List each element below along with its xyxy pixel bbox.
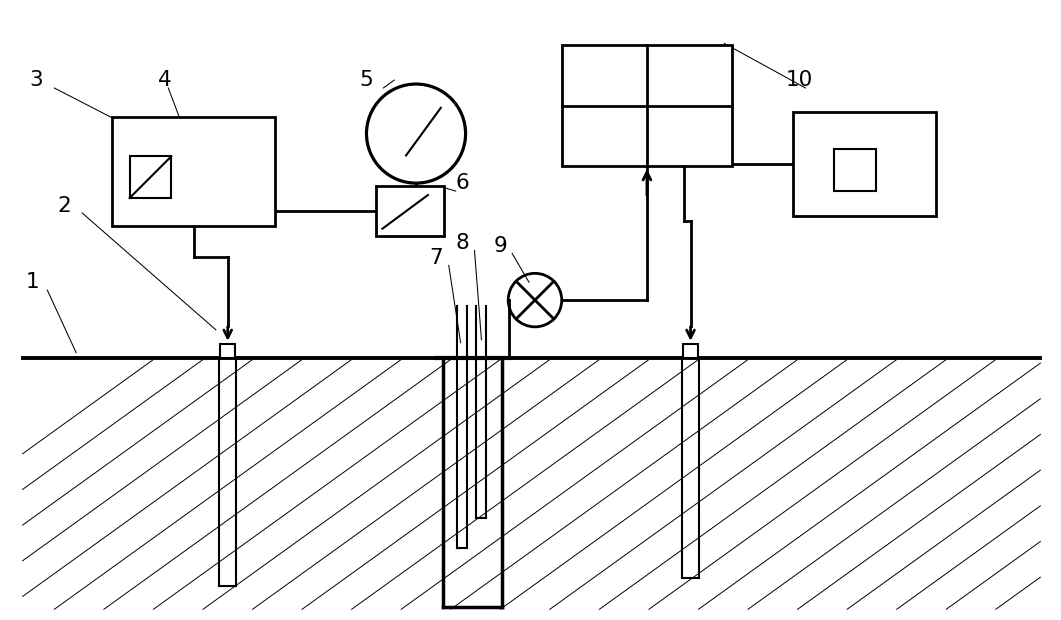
Bar <box>221 343 236 358</box>
Text: 1: 1 <box>25 272 39 292</box>
Text: 7: 7 <box>429 249 442 268</box>
Text: 4: 4 <box>158 70 172 90</box>
Text: 6: 6 <box>456 173 469 193</box>
Text: 9: 9 <box>493 236 507 255</box>
Bar <box>793 112 936 216</box>
Bar <box>683 343 698 358</box>
Text: 3: 3 <box>30 70 44 90</box>
Text: 5: 5 <box>360 70 373 90</box>
Bar <box>111 117 275 226</box>
Bar <box>834 149 876 191</box>
Text: 10: 10 <box>786 70 813 90</box>
Bar <box>129 156 171 198</box>
Text: 8: 8 <box>456 232 469 252</box>
Text: 2: 2 <box>57 196 71 216</box>
Bar <box>377 186 443 236</box>
Bar <box>561 45 732 166</box>
